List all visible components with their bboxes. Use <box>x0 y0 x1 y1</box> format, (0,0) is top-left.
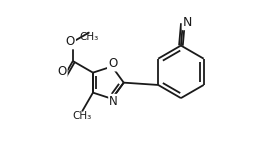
Text: O: O <box>57 65 67 78</box>
Text: CH₃: CH₃ <box>73 111 92 121</box>
Text: N: N <box>183 16 192 29</box>
Text: O: O <box>108 58 117 71</box>
Text: CH₃: CH₃ <box>80 32 99 42</box>
Text: N: N <box>109 95 118 108</box>
Text: O: O <box>66 35 75 48</box>
